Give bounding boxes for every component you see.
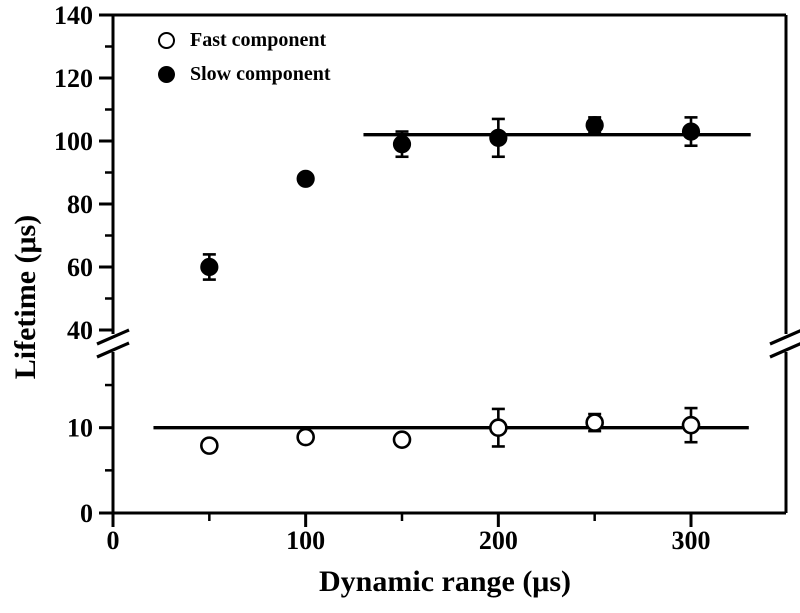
x-tick-label: 300: [672, 526, 711, 555]
data-point-fast: [681, 415, 701, 435]
data-point-fast: [200, 436, 219, 455]
data-point-slow: [681, 122, 701, 141]
filled-circle-icon: [158, 65, 175, 83]
axis-break-slash: [769, 329, 800, 346]
data-point-fast: [296, 427, 315, 447]
axis-break-slash: [96, 341, 130, 359]
legend-label: Slow component: [190, 63, 331, 85]
axis-break-slash: [96, 328, 130, 346]
legend-label: Fast component: [190, 29, 327, 51]
y-tick-label: 100: [54, 127, 93, 156]
y-tick-label: 140: [54, 1, 93, 30]
x-axis-title: Dynamic range (μs): [319, 565, 571, 598]
data-point-slow: [296, 169, 315, 188]
y-tick-label: 10: [67, 414, 93, 443]
x-tick-label: 0: [107, 526, 120, 555]
y-axis-title: Lifetime (μs): [9, 214, 42, 380]
y-tick-label: 60: [67, 253, 93, 282]
data-point-fast: [585, 413, 604, 432]
axis-break-slash: [769, 342, 800, 359]
x-tick-label: 100: [286, 526, 325, 555]
data-point-fast: [392, 430, 412, 449]
y-tick-label: 80: [67, 190, 93, 219]
data-point-slow: [489, 128, 508, 147]
data-point-slow: [392, 135, 412, 154]
data-point-slow: [200, 257, 219, 277]
data-point-slow: [585, 116, 604, 135]
legend-item-fast-component: Fast component: [158, 28, 331, 52]
y-tick-label: 120: [54, 64, 93, 93]
data-point-fast: [489, 418, 508, 438]
legend: Fast component Slow component: [158, 28, 331, 86]
legend-item-slow-component: Slow component: [158, 62, 331, 86]
y-tick-label: 40: [67, 316, 93, 345]
y-tick-label: 0: [80, 499, 93, 528]
x-tick-label: 200: [479, 526, 518, 555]
open-circle-icon: [158, 31, 175, 49]
